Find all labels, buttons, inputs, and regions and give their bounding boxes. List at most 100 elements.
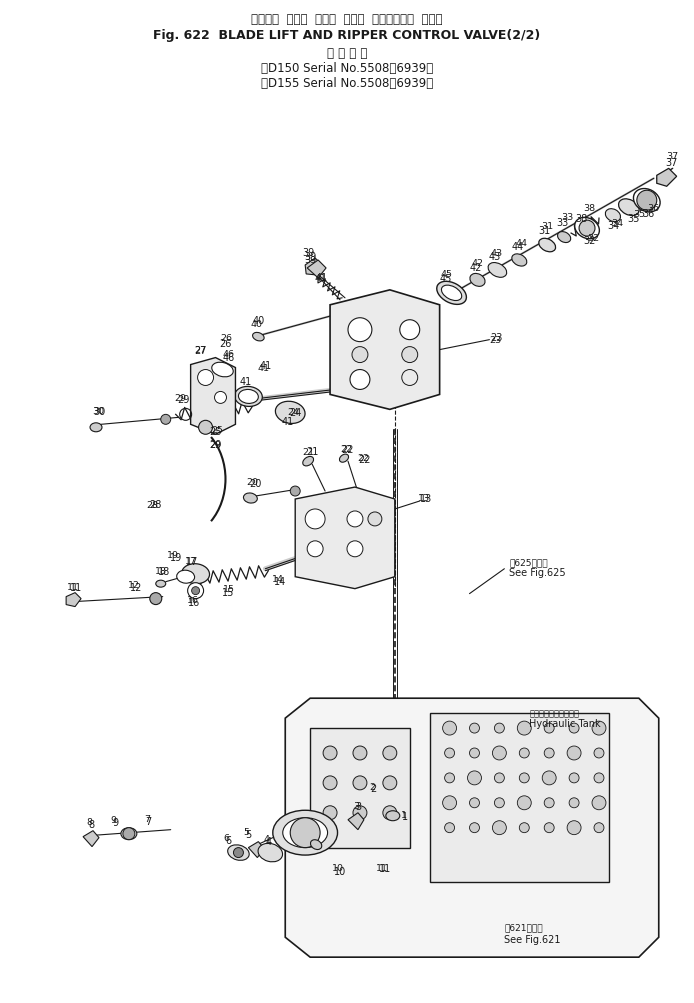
Ellipse shape <box>303 457 314 466</box>
Text: 14: 14 <box>272 575 285 584</box>
Text: 36: 36 <box>643 209 655 219</box>
Circle shape <box>470 748 480 758</box>
Ellipse shape <box>575 219 600 240</box>
Polygon shape <box>248 842 264 858</box>
Circle shape <box>519 748 530 758</box>
Text: 11: 11 <box>376 864 388 873</box>
Circle shape <box>594 773 604 783</box>
Text: See Fig.621: See Fig.621 <box>505 935 561 944</box>
Text: 13: 13 <box>420 493 432 504</box>
Circle shape <box>569 773 579 783</box>
Circle shape <box>468 771 482 785</box>
Circle shape <box>519 773 530 783</box>
Text: 27: 27 <box>194 346 207 355</box>
Text: 33: 33 <box>561 213 573 222</box>
Text: 22: 22 <box>359 454 371 464</box>
Circle shape <box>350 370 370 390</box>
Circle shape <box>594 748 604 758</box>
Ellipse shape <box>253 333 264 342</box>
Text: 4: 4 <box>265 835 271 846</box>
Text: 10: 10 <box>332 864 344 873</box>
Circle shape <box>233 848 244 858</box>
Text: 39: 39 <box>304 256 316 265</box>
Text: 34: 34 <box>608 221 620 231</box>
Text: Hydraulic Tank: Hydraulic Tank <box>530 718 601 728</box>
Text: 25: 25 <box>210 427 222 437</box>
Circle shape <box>353 806 367 819</box>
Text: 38: 38 <box>575 214 587 224</box>
Circle shape <box>150 593 162 605</box>
Circle shape <box>305 510 325 530</box>
Circle shape <box>544 723 555 733</box>
Circle shape <box>383 806 397 819</box>
Text: 11: 11 <box>67 583 79 592</box>
Circle shape <box>323 776 337 790</box>
Ellipse shape <box>258 844 282 862</box>
Circle shape <box>290 486 301 496</box>
Text: 43: 43 <box>489 252 500 262</box>
Text: 17: 17 <box>185 557 196 566</box>
Circle shape <box>192 587 200 595</box>
Text: 39: 39 <box>302 248 314 258</box>
Text: 46: 46 <box>222 352 235 362</box>
Ellipse shape <box>235 387 262 407</box>
Text: 16: 16 <box>187 596 198 605</box>
Text: 39: 39 <box>304 252 316 262</box>
Text: 22: 22 <box>341 444 354 454</box>
Polygon shape <box>330 291 439 410</box>
Text: 20: 20 <box>249 478 262 488</box>
Circle shape <box>594 822 604 832</box>
Ellipse shape <box>437 282 466 305</box>
Circle shape <box>567 746 581 760</box>
Circle shape <box>544 748 555 758</box>
Circle shape <box>579 221 595 237</box>
Text: 20: 20 <box>246 477 258 486</box>
Text: （D150 Serial No.5508～6939）: （D150 Serial No.5508～6939） <box>261 62 433 75</box>
Polygon shape <box>348 813 364 829</box>
Circle shape <box>445 748 455 758</box>
Text: 45: 45 <box>441 270 452 279</box>
Text: 11: 11 <box>70 582 82 592</box>
Circle shape <box>443 796 457 810</box>
Ellipse shape <box>282 817 328 848</box>
Circle shape <box>519 822 530 832</box>
Text: 44: 44 <box>516 239 527 248</box>
Circle shape <box>445 773 455 783</box>
Circle shape <box>323 746 337 760</box>
Circle shape <box>383 776 397 790</box>
Circle shape <box>353 746 367 760</box>
Text: 4: 4 <box>263 834 269 844</box>
Text: 24: 24 <box>287 407 299 416</box>
Ellipse shape <box>441 286 462 301</box>
Circle shape <box>347 542 363 558</box>
Text: 29: 29 <box>210 440 221 449</box>
Polygon shape <box>295 487 395 589</box>
Polygon shape <box>285 698 659 957</box>
Text: 7: 7 <box>146 815 152 825</box>
Circle shape <box>493 820 507 834</box>
Circle shape <box>307 542 323 558</box>
Text: 5: 5 <box>245 828 251 839</box>
Text: 18: 18 <box>158 566 170 576</box>
Text: 18: 18 <box>155 567 167 576</box>
Circle shape <box>494 723 505 733</box>
Circle shape <box>517 796 532 810</box>
Ellipse shape <box>276 402 305 424</box>
Ellipse shape <box>310 840 322 850</box>
Text: 第621図参照: 第621図参照 <box>505 923 543 932</box>
Text: 21: 21 <box>306 446 319 456</box>
Text: 21: 21 <box>302 447 314 456</box>
Text: ブレード  リフト  および  リッパ  コントロール  バルブ: ブレード リフト および リッパ コントロール バルブ <box>251 13 443 26</box>
Circle shape <box>569 798 579 808</box>
Circle shape <box>347 512 363 528</box>
Text: 8: 8 <box>86 817 92 826</box>
Text: 30: 30 <box>92 406 104 415</box>
Circle shape <box>544 822 555 832</box>
Circle shape <box>544 798 555 808</box>
Polygon shape <box>657 170 677 188</box>
Ellipse shape <box>155 581 166 588</box>
Text: 第625図参照: 第625図参照 <box>509 558 548 567</box>
Text: 43: 43 <box>491 249 502 257</box>
Ellipse shape <box>511 255 527 267</box>
Circle shape <box>123 827 135 840</box>
